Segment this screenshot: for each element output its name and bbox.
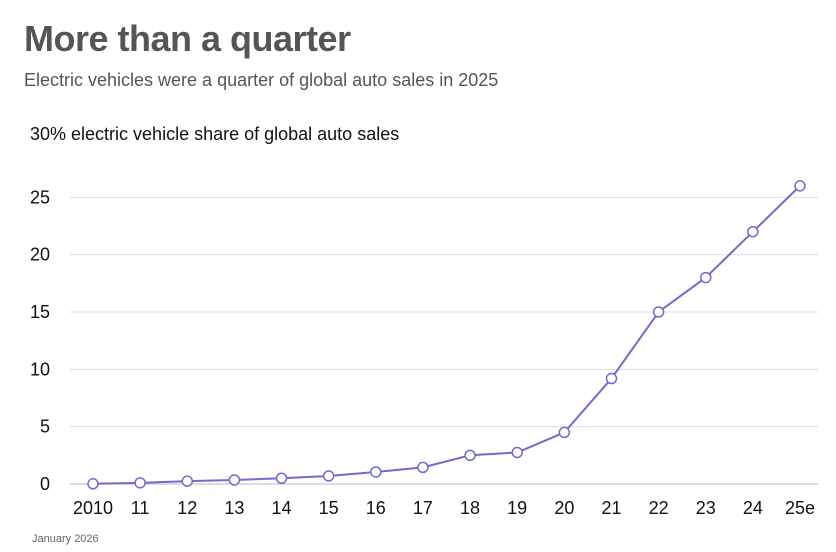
y-tick-labels: 0 5 10 15 20 25	[30, 187, 50, 494]
x-tick-label: 14	[272, 498, 292, 518]
footnote-date: January 2026	[32, 533, 99, 545]
data-point	[134, 477, 146, 489]
data-point	[747, 225, 759, 238]
y-tick-label: 10	[30, 359, 50, 379]
x-tick-label: 25e	[785, 498, 815, 518]
y-tick-label: 5	[40, 417, 50, 437]
y-axis-title: 30% electric vehicle share of global aut…	[30, 124, 400, 144]
x-tick-label: 13	[224, 498, 244, 518]
chart-subtitle: Electric vehicles were a quarter of glob…	[24, 70, 499, 90]
data-point	[605, 372, 618, 385]
data-point	[87, 478, 99, 490]
x-tick-labels: 2010 11 12 13 14 15 16 17 18 19 20 21 22 23 24 25e	[73, 498, 815, 518]
x-tick-label: 15	[319, 498, 339, 518]
x-tick-label: 22	[649, 498, 669, 518]
data-points	[87, 180, 806, 490]
x-tick-label: 19	[507, 498, 527, 518]
data-point	[464, 449, 476, 462]
data-point	[417, 461, 429, 474]
data-point	[228, 474, 241, 486]
data-point	[794, 180, 806, 192]
data-point	[181, 475, 194, 487]
data-point	[275, 472, 288, 485]
x-tick-label: 11	[131, 498, 150, 518]
x-tick-label: 20	[554, 498, 574, 518]
data-point	[370, 466, 382, 478]
y-tick-label: 0	[40, 474, 50, 494]
x-tick-label: 21	[601, 498, 621, 518]
y-tick-label: 15	[30, 302, 50, 322]
data-point	[511, 446, 523, 459]
gridlines	[70, 196, 818, 485]
x-tick-label: 2010	[73, 498, 113, 518]
y-tick-label: 25	[30, 187, 50, 207]
data-point	[322, 470, 335, 482]
chart-title: More than a quarter	[24, 18, 351, 59]
data-point	[699, 271, 712, 284]
x-tick-label: 23	[696, 498, 716, 518]
x-tick-label: 16	[366, 498, 386, 518]
series-line	[92, 185, 801, 485]
x-tick-label: 18	[460, 498, 480, 518]
x-tick-label: 17	[413, 498, 433, 518]
x-tick-label: 12	[177, 498, 197, 518]
data-point	[652, 306, 665, 318]
y-tick-label: 20	[30, 245, 50, 265]
data-point	[558, 426, 571, 439]
x-tick-label: 24	[743, 498, 763, 518]
